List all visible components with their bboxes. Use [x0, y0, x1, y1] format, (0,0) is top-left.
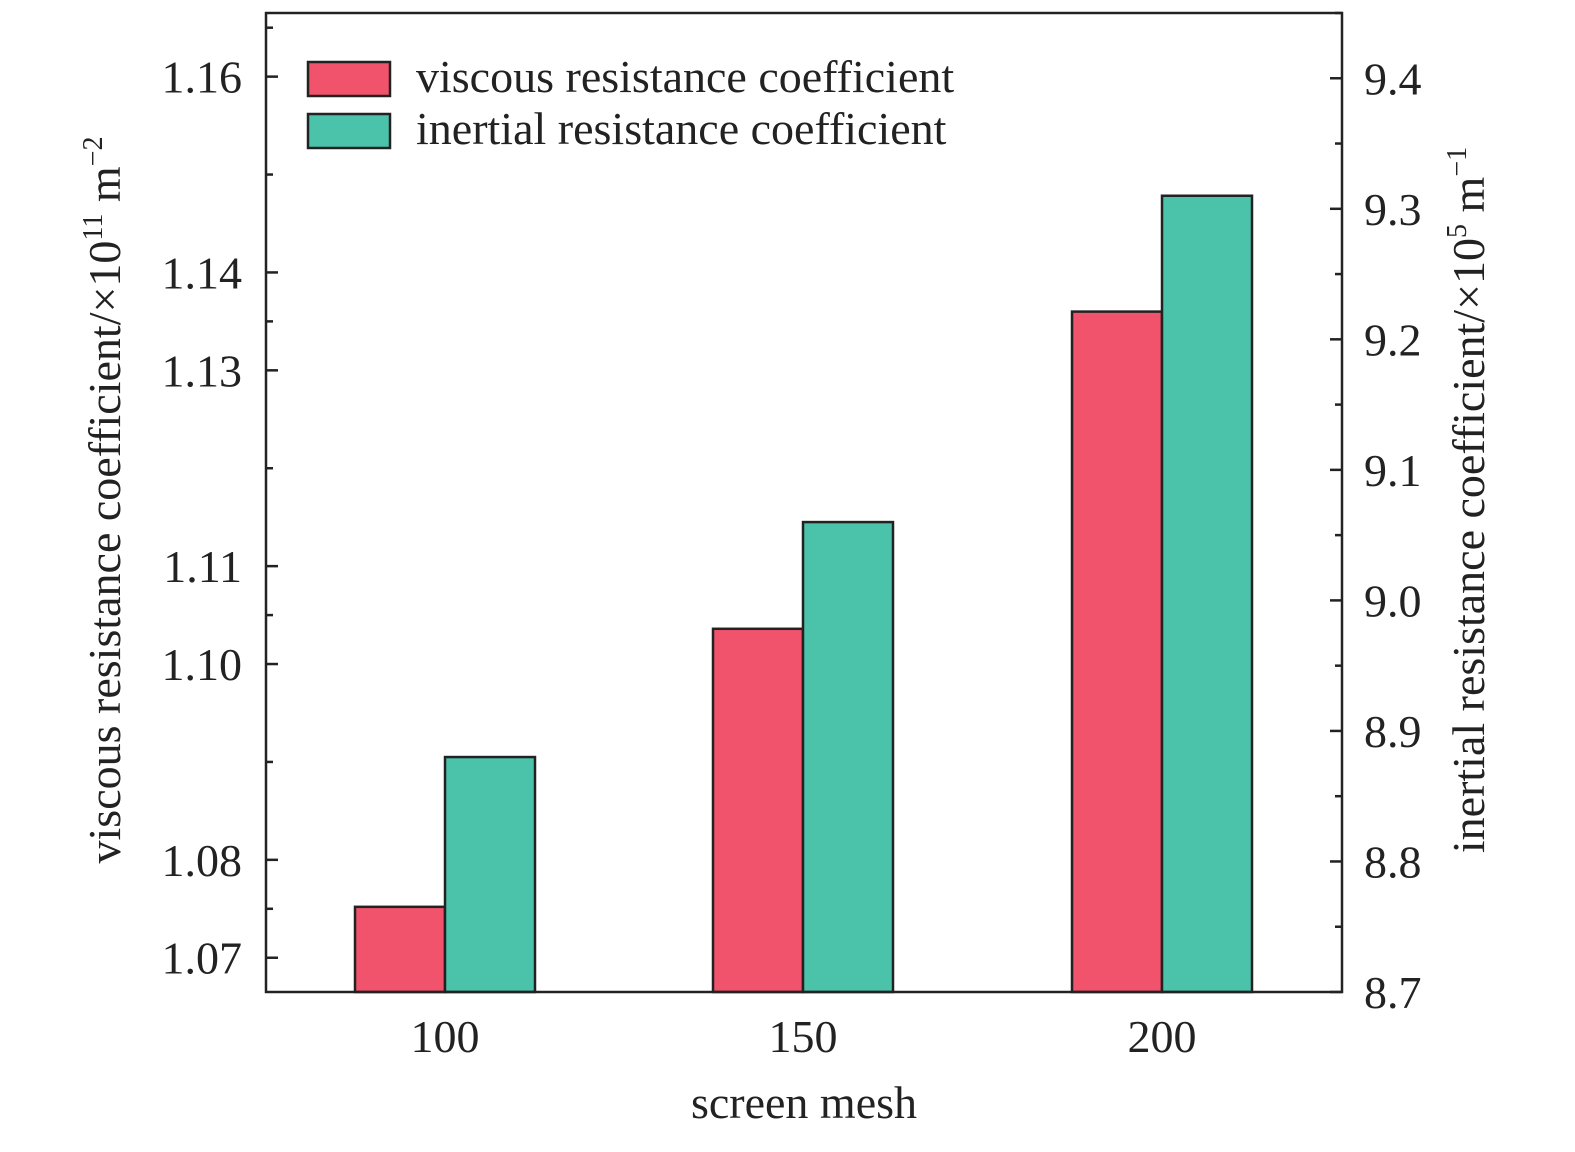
right-tick-label: 9.0 [1364, 575, 1422, 626]
bar-inertial-150 [801, 520, 895, 994]
bar-inertial-100 [443, 755, 537, 994]
right-tick-label: 9.1 [1364, 445, 1422, 496]
bar-viscous-150 [711, 627, 805, 994]
plot-frame [264, 11, 1344, 994]
left-tick-label: 1.07 [162, 933, 243, 984]
legend-swatch-viscous [306, 60, 392, 98]
right-tick-label: 8.7 [1364, 967, 1422, 1018]
right-axis-title-exponent: 5 [1442, 224, 1473, 238]
bar-viscous-100 [353, 905, 447, 994]
right-tick-label: 8.8 [1364, 836, 1422, 887]
left-tick-label: 1.11 [163, 541, 242, 592]
left-axis-title-unit-exponent: −2 [78, 137, 109, 167]
right-tick-label: 8.9 [1364, 706, 1422, 757]
legend-label-viscous: viscous resistance coefficient [416, 51, 954, 102]
x-tick-label: 150 [769, 1011, 838, 1062]
right-tick-label: 9.2 [1364, 314, 1422, 365]
left-tick-label: 1.08 [162, 835, 243, 886]
labels-layer: 1.07 1.08 1.10 1.11 1.13 1.14 1.16 8.7 8.8 8.9 9.0… [162, 52, 1422, 1062]
bar-inertial-200 [1160, 194, 1254, 994]
right-tick-label: 9.4 [1364, 53, 1422, 104]
left-tick-label: 1.10 [162, 639, 243, 690]
x-axis-title: screen mesh [691, 1077, 917, 1128]
x-tick-label: 100 [411, 1011, 480, 1062]
right-axis-title-prefix: inertial resistance coefficient/×10 [1443, 238, 1494, 853]
left-axis-title-prefix: viscous resistance coefficient/×10 [79, 241, 130, 864]
left-tick-label: 1.13 [162, 345, 243, 396]
bars-layer [353, 194, 1254, 994]
left-axis-title-unit: m [79, 166, 130, 214]
right-tick-label: 9.3 [1364, 184, 1422, 235]
right-axis-title-unit-exponent: −1 [1442, 147, 1473, 177]
right-axis-title-unit: m [1443, 176, 1494, 224]
legend-label-inertial: inertial resistance coefficient [416, 103, 947, 154]
right-axis-title: inertial resistance coefficient/×105 m−1 [1442, 147, 1494, 853]
left-axis-title: viscous resistance coefficient/×1011 m−2 [78, 137, 130, 864]
left-tick-label: 1.16 [162, 52, 243, 103]
x-tick-label: 200 [1128, 1011, 1197, 1062]
legend-swatch-inertial [306, 112, 392, 150]
left-tick-label: 1.14 [162, 247, 243, 298]
left-axis-title-exponent: 11 [78, 214, 109, 241]
legend: viscous resistance coefficient inertial … [306, 51, 954, 154]
bar-viscous-200 [1070, 310, 1164, 994]
